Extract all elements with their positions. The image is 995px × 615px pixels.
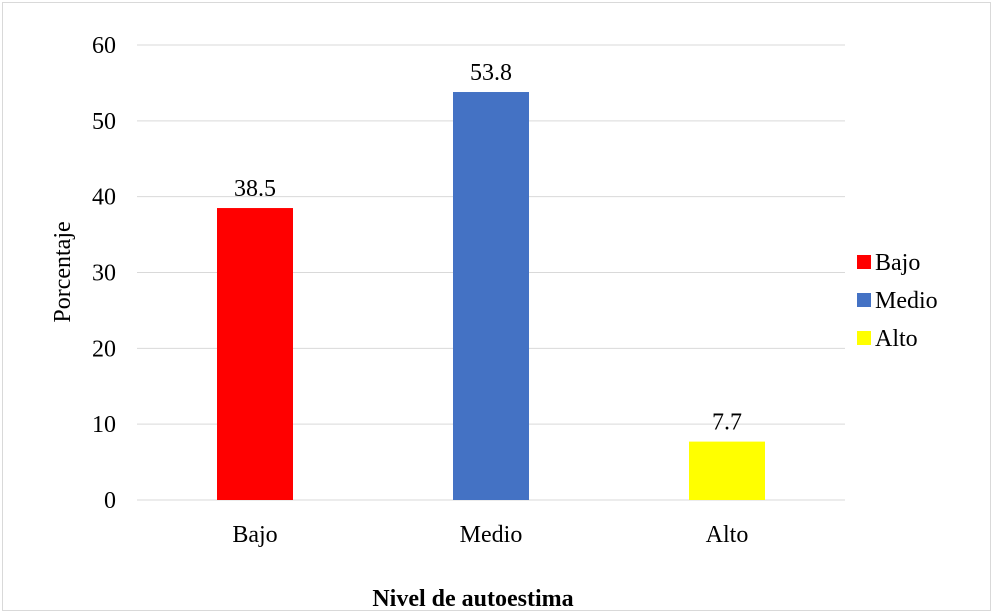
y-axis-title: Porcentaje xyxy=(50,221,76,322)
legend-swatch-alto xyxy=(857,331,871,345)
x-axis-title: Nivel de autoestima xyxy=(372,586,573,612)
y-tick-label: 10 xyxy=(92,412,116,438)
data-label-alto: 7.7 xyxy=(712,410,742,436)
x-tick-label-alto: Alto xyxy=(706,522,749,548)
bars xyxy=(217,92,765,501)
legend-label-medio: Medio xyxy=(875,288,938,314)
x-tick-labels: Bajo Medio Alto xyxy=(232,522,748,548)
y-tick-label: 60 xyxy=(92,33,116,59)
data-label-bajo: 38.5 xyxy=(234,176,276,202)
bar-bajo xyxy=(217,208,293,500)
bar-alto xyxy=(689,441,765,500)
y-tick-label: 40 xyxy=(92,185,116,211)
legend-label-alto: Alto xyxy=(875,326,918,352)
x-tick-label-bajo: Bajo xyxy=(232,522,277,548)
y-tick-label: 50 xyxy=(92,109,116,135)
bar-medio xyxy=(453,92,529,501)
legend: Bajo Medio Alto xyxy=(857,250,938,352)
data-label-medio: 53.8 xyxy=(470,60,512,86)
data-labels: 38.5 53.8 7.7 xyxy=(234,60,742,436)
y-tick-label: 30 xyxy=(92,261,116,287)
x-tick-label-medio: Medio xyxy=(460,522,523,548)
legend-swatch-medio xyxy=(857,293,871,307)
y-tick-label: 0 xyxy=(104,488,116,514)
legend-swatch-bajo xyxy=(857,255,871,269)
legend-label-bajo: Bajo xyxy=(875,250,920,276)
y-tick-label: 20 xyxy=(92,336,116,362)
y-tick-labels: 0 10 20 30 40 50 60 xyxy=(92,33,116,514)
